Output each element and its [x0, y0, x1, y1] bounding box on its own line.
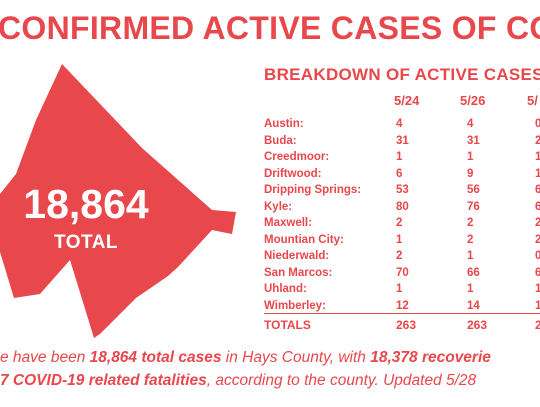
cell-value: 2	[535, 233, 540, 246]
cell-value: 2	[467, 233, 474, 246]
cell-value: 66	[467, 266, 480, 279]
cell-value: 31	[396, 134, 409, 147]
table-row: Creedmoor: 1 1 1	[0, 149, 540, 166]
city-name: Niederwald:	[264, 250, 330, 262]
cell-value: 1	[467, 250, 474, 262]
hays-county-map	[0, 64, 236, 338]
cell-value: 2	[396, 250, 403, 262]
cell-value: 2	[467, 217, 474, 229]
totals-row: TOTALS 263 263 2	[0, 317, 540, 334]
cell-value: 31	[467, 134, 480, 147]
total-value: 263	[467, 318, 488, 332]
county-shape	[0, 64, 236, 338]
totals-label: TOTALS	[264, 318, 311, 332]
city-name: Driftwood:	[264, 167, 322, 180]
cell-value: 1	[396, 283, 403, 295]
cell-value: 4	[396, 118, 403, 130]
cell-value: 56	[467, 184, 480, 196]
city-name: Austin:	[264, 118, 304, 130]
cell-value: 2	[535, 217, 540, 229]
table-row: Uhland: 1 1 1	[0, 281, 540, 298]
cell-value: 4	[467, 118, 474, 130]
table-row: Austin: 4 4 0	[0, 116, 540, 133]
total-cases-number: 18,864	[23, 181, 149, 227]
city-name: Uhland:	[264, 283, 307, 295]
city-name: Mountian City:	[264, 233, 344, 246]
cell-value: 70	[396, 266, 409, 279]
date-header-3: 5/	[527, 93, 538, 108]
cell-value: 1	[535, 167, 540, 180]
city-name: Maxwell:	[264, 217, 312, 229]
city-name: San Marcos:	[264, 266, 333, 279]
cell-value: 2	[535, 134, 540, 147]
cell-value: 6	[535, 200, 540, 213]
cell-value: 1	[467, 283, 474, 295]
cell-value: 9	[467, 167, 474, 180]
cell-value: 6	[535, 266, 540, 279]
cell-value: 14	[467, 299, 480, 312]
cell-value: 0	[535, 250, 540, 262]
table-row: Driftwood: 6 9 1	[0, 166, 540, 183]
headline-text: CONFIRMED ACTIVE CASES OF COVID	[0, 10, 540, 46]
breakdown-title: BREAKDOWN OF ACTIVE CASES	[264, 65, 540, 84]
cell-value: 80	[396, 200, 409, 213]
total-value: 263	[396, 318, 417, 332]
date-header-1: 5/24	[394, 93, 420, 108]
table-row: San Marcos: 70 66 6	[0, 265, 540, 282]
caption-text: , according to the county. Updated 5/28	[206, 372, 477, 389]
table-row: Buda: 31 31 2	[0, 133, 540, 150]
summary-caption: e have been 18,864 total cases in Hays C…	[0, 346, 540, 406]
city-name: Wimberley:	[264, 299, 326, 312]
city-name: Dripping Springs:	[264, 184, 362, 196]
cell-value: 1	[396, 233, 403, 246]
cell-value: 53	[396, 184, 409, 196]
cell-value: 1	[535, 299, 540, 312]
totals-divider	[264, 313, 540, 314]
headline: CONFIRMED ACTIVE CASES OF COVID	[0, 6, 540, 50]
table-row: Wimberley: 12 14 1	[0, 298, 540, 315]
table-row: Maxwell: 2 2 2	[0, 215, 540, 232]
cell-value: 2	[396, 217, 403, 229]
cell-value: 76	[467, 200, 480, 213]
cell-value: 1	[535, 283, 540, 295]
caption-line-1: e have been 18,864 total cases in Hays C…	[0, 346, 540, 369]
caption-recoveries: 18,378 recoverie	[370, 349, 491, 366]
total-cases-label: TOTAL	[53, 232, 119, 253]
table-row: Dripping Springs: 53 56 6	[0, 182, 540, 199]
cell-value: 12	[396, 299, 409, 312]
table-row: Mountian City: 1 2 2	[0, 232, 540, 249]
cell-value: 1	[535, 151, 540, 163]
caption-line-2: 7 COVID-19 related fatalities, according…	[0, 369, 540, 392]
cell-value: 0	[535, 118, 540, 130]
table-row: Kyle: 80 76 6	[0, 199, 540, 216]
caption-fatalities: 7 COVID-19 related fatalities	[0, 372, 207, 389]
caption-total-cases: 18,864 total cases	[89, 349, 222, 366]
total-value: 2	[535, 318, 540, 332]
cell-value: 1	[396, 151, 403, 163]
city-name: Creedmoor:	[264, 151, 330, 163]
caption-text: in Hays County, with	[221, 349, 371, 366]
table-row: Niederwald: 2 1 0	[0, 248, 540, 265]
caption-text: e have been	[0, 349, 90, 366]
cell-value: 1	[467, 151, 474, 163]
date-header-2: 5/26	[460, 93, 486, 108]
city-name: Buda:	[264, 134, 297, 147]
city-name: Kyle:	[264, 200, 293, 213]
cell-value: 6	[396, 167, 403, 180]
cell-value: 6	[535, 184, 540, 196]
